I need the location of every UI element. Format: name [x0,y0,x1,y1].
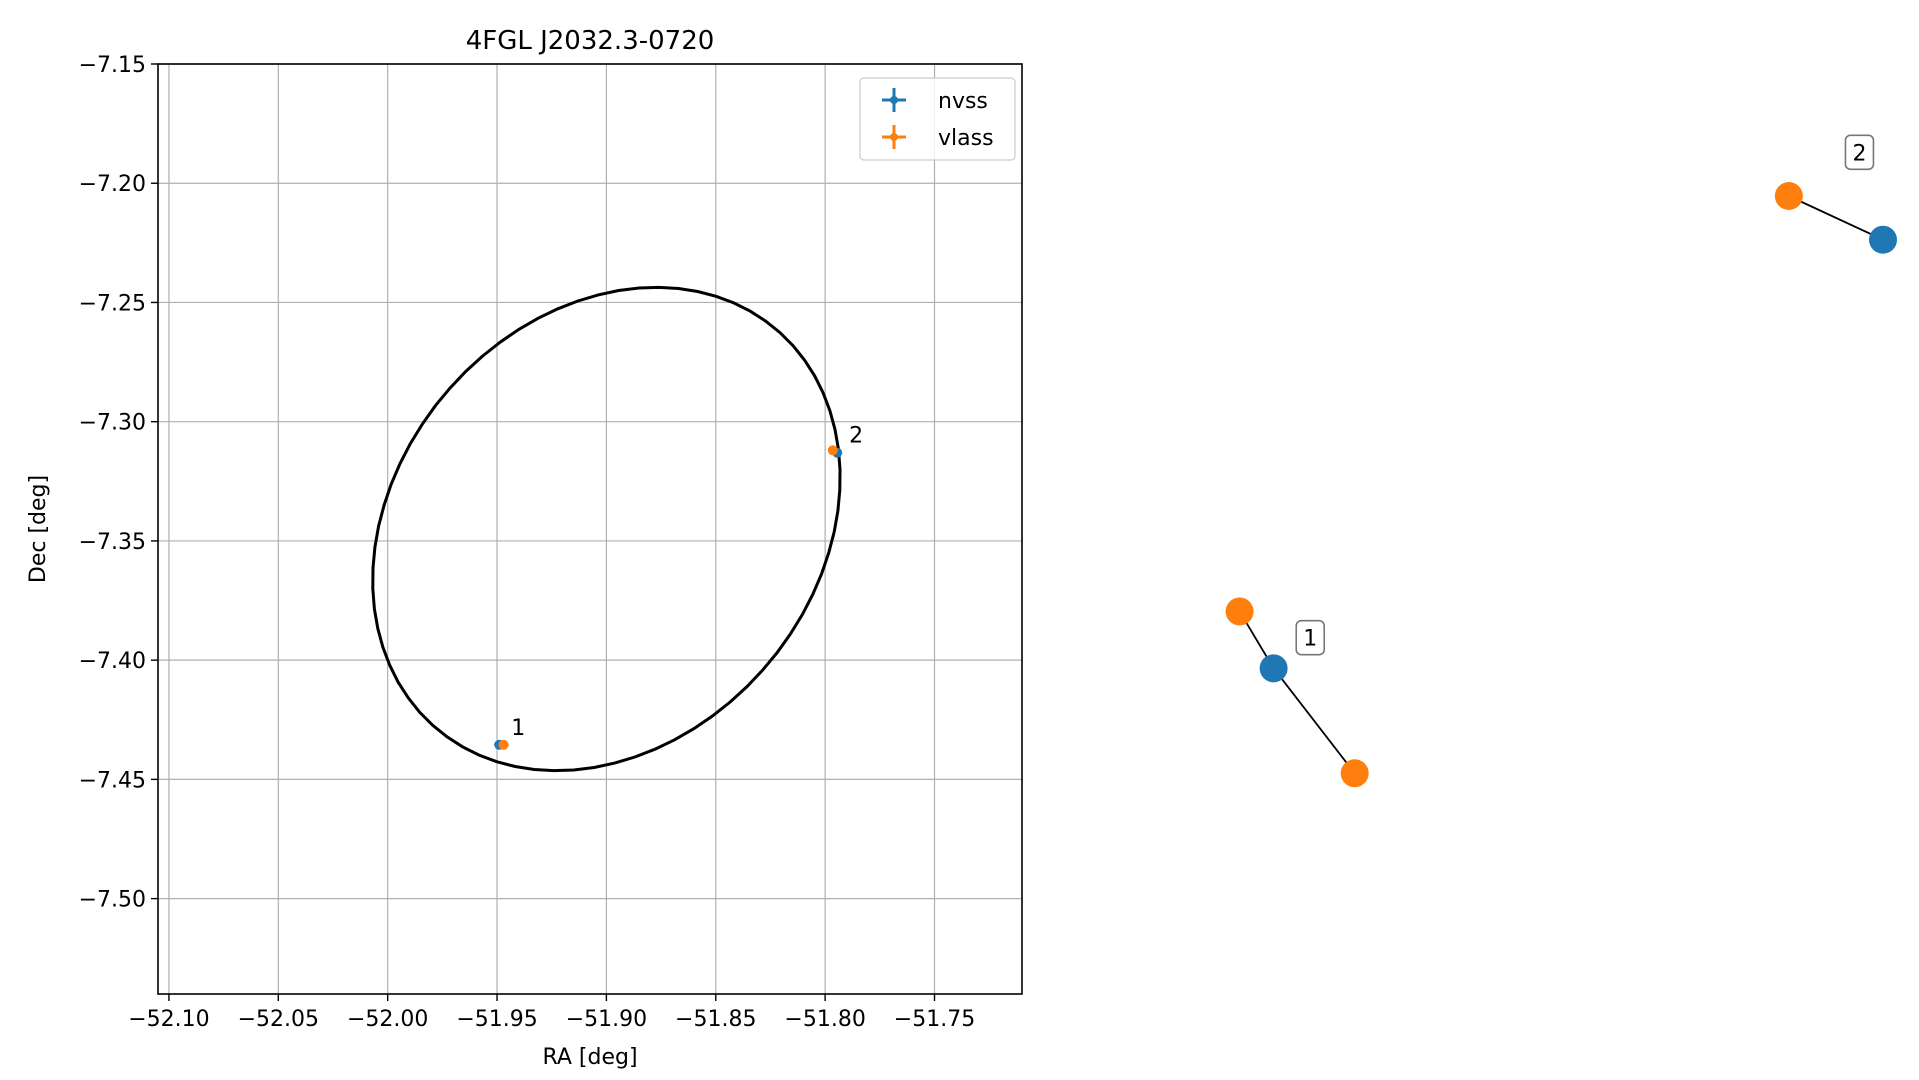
network-edge [1272,667,1356,774]
network-edge [1788,195,1884,241]
x-tick-label: −52.00 [347,1007,428,1032]
point-annotations: 12 [511,424,863,741]
legend-marker-vlass-dot [890,133,898,141]
network-node-vlass [1225,597,1254,626]
x-tick-label: −52.10 [128,1007,209,1032]
legend: nvss vlass [859,77,1016,161]
y-tick-label: −7.20 [79,172,146,197]
x-tick-label: −51.85 [675,1007,756,1032]
legend-label-nvss: nvss [938,89,988,114]
y-tick-label: −7.45 [79,768,146,793]
plot-frame [157,63,1023,995]
vlass-point [827,445,838,456]
vlass-point [498,739,509,750]
y-axis-label: Dec [deg] [26,475,51,583]
y-tick-label: −7.25 [79,291,146,316]
x-tick-label: −51.75 [894,1007,975,1032]
legend-label-vlass: vlass [938,126,994,151]
x-ticks: −52.10 −52.05 −52.00 −51.95 −51.90 −51.85 −51.… [128,994,975,1032]
error-ellipse [371,285,842,773]
network-group-labels: 12 [1295,134,1875,656]
x-tick-label: −52.05 [238,1007,319,1032]
network-group-label: 1 [1303,627,1317,652]
scatter-panel: 12 −52.10 −52.05 −52.00 −51.95 −51.90 −51.85−… [26,26,1023,1070]
grid-lines [158,63,1022,994]
network-panel: 12 [1225,134,1897,788]
network-node-nvss [1869,225,1897,254]
network-node-nvss [1259,654,1288,683]
y-tick-label: −7.35 [79,530,146,555]
chart-title: 4FGL J2032.3-0720 [466,26,715,56]
x-tick-label: −51.90 [566,1007,647,1032]
point-annotation-label: 1 [511,716,525,741]
y-tick-label: −7.15 [79,53,146,78]
y-tick-label: −7.50 [79,888,146,913]
network-node-vlass [1340,759,1369,788]
y-ticks: −7.15 −7.20 −7.25 −7.30 −7.35 −7.40 −7.45 −7.50 [79,53,158,913]
network-group-label: 2 [1852,141,1866,166]
network-group-label-box [1844,134,1875,171]
y-tick-label: −7.30 [79,411,146,436]
y-tick-label: −7.40 [79,649,146,674]
x-tick-label: −51.95 [456,1007,537,1032]
x-tick-label: −51.80 [784,1007,865,1032]
network-group-label-box [1295,619,1326,656]
network-node-vlass [1774,182,1803,210]
legend-marker-nvss-dot [890,96,898,104]
network-edges [1238,195,1884,774]
x-axis-label: RA [deg] [542,1045,637,1070]
network-nodes [1225,182,1897,788]
point-annotation-label: 2 [849,424,863,449]
data-points-layer [494,445,843,750]
error-ellipse-layer [371,285,842,773]
